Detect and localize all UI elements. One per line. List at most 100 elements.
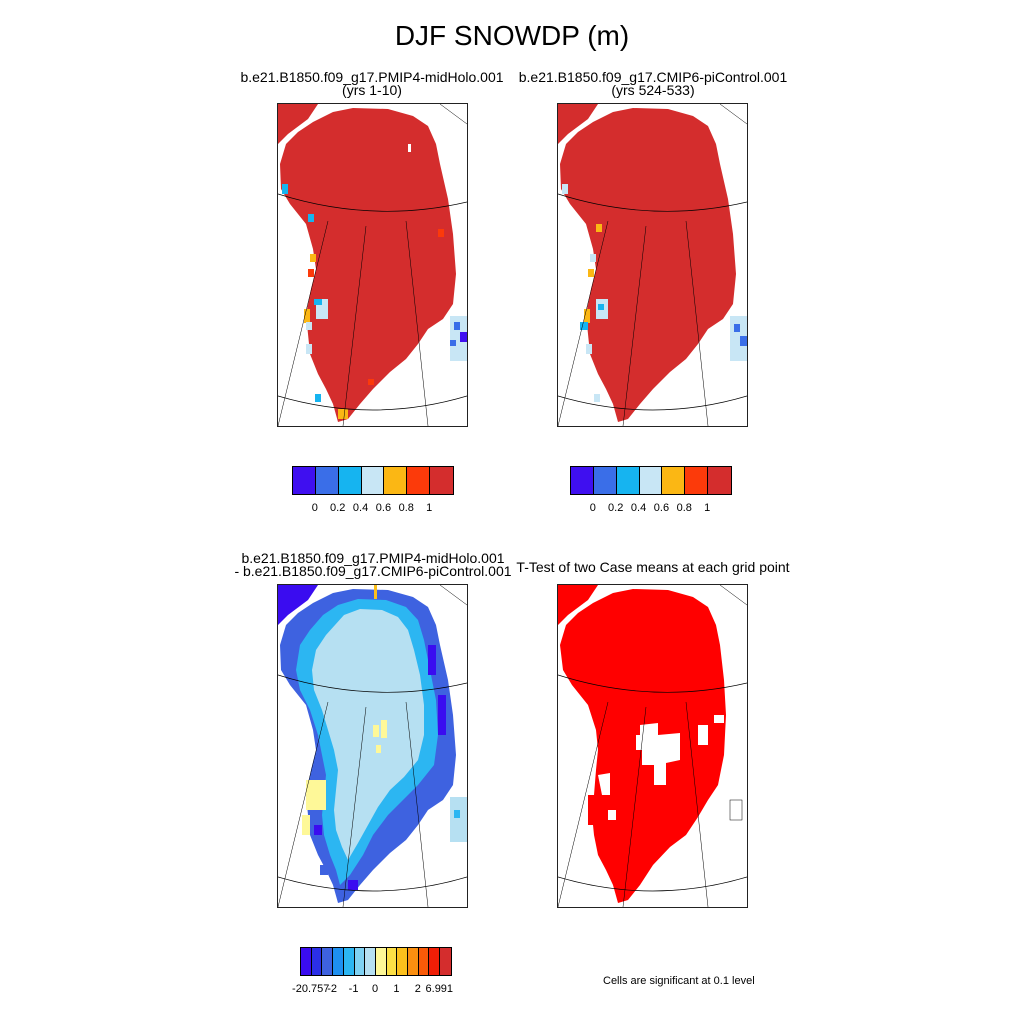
- latitude-line: [558, 876, 747, 892]
- cell: [315, 394, 321, 402]
- non-significant-area: [608, 810, 616, 820]
- meridian: [342, 706, 367, 907]
- colorbar-tick-label: 6.991: [425, 983, 454, 995]
- colorbar-swatches: [570, 466, 732, 495]
- greenland-snow-depth-map-case1: [278, 104, 467, 426]
- map-panel-ttest: [557, 584, 748, 908]
- panel-ttest-title-line1: T-Test of two Case means at each grid po…: [516, 559, 790, 575]
- cell: [454, 322, 460, 330]
- panel-diff-title-line1: b.e21.B1850.f09_g17.PMIP4-midHolo.001: [241, 550, 505, 566]
- meridian: [719, 104, 747, 125]
- cell: [306, 322, 312, 330]
- significance-map: [558, 585, 747, 907]
- cell: [302, 815, 310, 835]
- colorbar-tick-label: 0.4: [352, 502, 369, 514]
- cell: [580, 322, 588, 330]
- cell: [438, 229, 444, 237]
- cell: [310, 254, 316, 262]
- meridian: [405, 220, 429, 426]
- map-panel-case1: [277, 103, 468, 427]
- colorbar-tick-label: 0: [589, 502, 596, 514]
- cell: [306, 344, 312, 354]
- cell: [306, 780, 326, 810]
- cell: [338, 409, 348, 419]
- cell: [460, 332, 467, 342]
- colorbar-swatch: [311, 948, 323, 975]
- non-significant-area: [714, 715, 724, 723]
- cell: [562, 184, 568, 194]
- cell: [376, 745, 381, 753]
- panel-case1-title-line1: b.e21.B1850.f09_g17.PMIP4-midHolo.001: [240, 69, 504, 85]
- colorbar-swatch: [708, 467, 731, 494]
- colorbar-ticks: 0 0.2 0.4 0.6 0.8 1: [292, 502, 454, 522]
- significance-note: Cells are significant at 0.1 level: [603, 975, 755, 987]
- significant-region-north: [558, 585, 598, 625]
- colorbar-swatch: [407, 467, 431, 494]
- cell: [320, 865, 328, 875]
- colorbar-ticks: -20.757 -2 -1 0 1 2 6.991: [292, 983, 454, 1003]
- non-significant-area: [598, 773, 610, 795]
- cell: [598, 304, 604, 310]
- colorbar-swatch: [408, 948, 419, 975]
- cell: [282, 184, 288, 194]
- cell: [304, 309, 310, 323]
- colorbar-swatch: [418, 948, 430, 975]
- colorbar-tick-label: 0.2: [608, 502, 624, 514]
- meridian: [439, 104, 467, 125]
- colorbar-swatch: [293, 467, 316, 494]
- cell: [308, 214, 314, 222]
- meridian: [719, 585, 747, 606]
- ellesmere-region: [278, 104, 318, 144]
- colorbar-case1: 0 0.2 0.4 0.6 0.8 1: [292, 466, 454, 526]
- colorbar-swatch: [685, 467, 709, 494]
- colorbar-swatch: [361, 467, 385, 494]
- colorbar-swatch: [639, 467, 663, 494]
- colorbar-tick-label: 1: [704, 502, 711, 514]
- cell: [314, 825, 322, 835]
- cell: [588, 795, 594, 825]
- panel-case2-title-line2: (yrs 524-533): [611, 82, 695, 98]
- colorbar-tick-label: 0.6: [375, 502, 392, 514]
- gap: [408, 144, 411, 152]
- colorbar-swatch: [616, 467, 640, 494]
- colorbar-ticks: 0 0.2 0.4 0.6 0.8 1: [570, 502, 732, 522]
- colorbar-case2: 0 0.2 0.4 0.6 0.8 1: [570, 466, 732, 526]
- colorbar-swatch: [338, 467, 362, 494]
- cell: [348, 880, 358, 890]
- cell: [373, 725, 379, 737]
- greenland-snow-depth-difference-map: [278, 585, 467, 907]
- ice-sheet-region: [560, 108, 736, 422]
- colorbar-swatch: [315, 467, 339, 494]
- meridian: [342, 225, 367, 426]
- colorbar-tick-label: 0.6: [653, 502, 670, 514]
- cell: [374, 585, 377, 599]
- cell: [734, 324, 740, 332]
- panel-case1-title: b.e21.B1850.f09_g17.PMIP4-midHolo.001 (y…: [233, 69, 511, 97]
- cell: [454, 810, 460, 818]
- latitude-line: [278, 674, 467, 693]
- latitude-line: [558, 395, 747, 411]
- colorbar-swatch: [397, 948, 409, 975]
- colorbar-tick-label: 0.8: [676, 502, 692, 514]
- colorbar-tick-label: -1: [348, 983, 359, 995]
- cell: [308, 269, 314, 277]
- meridian: [558, 220, 609, 426]
- colorbar-swatch: [440, 948, 451, 975]
- meridian: [558, 701, 609, 907]
- map-panel-case2: [557, 103, 748, 427]
- latitude-line: [278, 876, 467, 892]
- colorbar-tick-label: 2: [414, 983, 421, 995]
- colorbar-swatch: [365, 948, 376, 975]
- panel-ttest-title: T-Test of two Case means at each grid po…: [508, 559, 798, 575]
- meridian: [405, 701, 429, 907]
- colorbar-swatch: [375, 948, 387, 975]
- cell: [740, 336, 747, 346]
- cell: [596, 224, 602, 232]
- colorbar-swatch: [322, 948, 334, 975]
- meridian: [622, 225, 647, 426]
- cell: [428, 645, 436, 675]
- meridian: [278, 220, 329, 426]
- figure-title: DJF SNOWDP (m): [394, 20, 630, 51]
- cell: [381, 720, 387, 738]
- latitude-line: [558, 674, 747, 693]
